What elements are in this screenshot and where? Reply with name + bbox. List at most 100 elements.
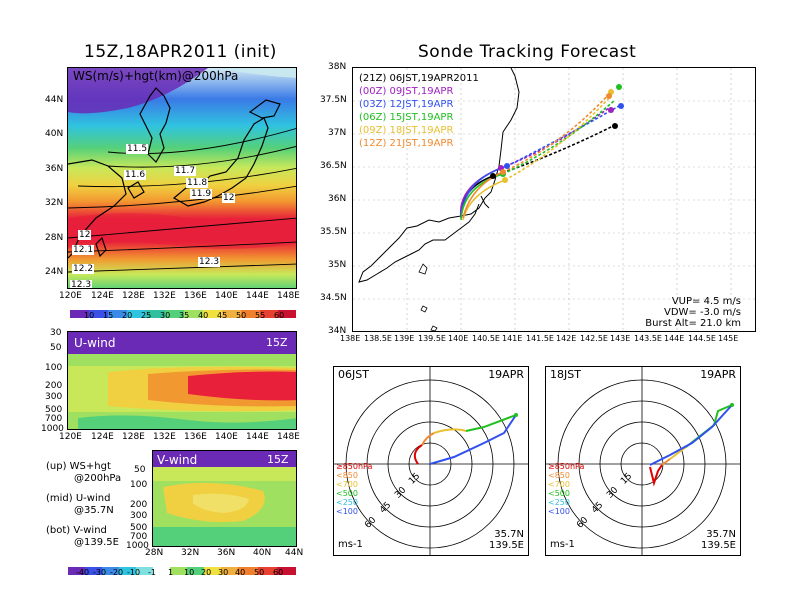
colorbar-label: 40 (198, 311, 209, 320)
pressure-tick: 700 (130, 532, 148, 542)
lon-tick: 140E (215, 432, 238, 442)
hodo-pressure-legend: ≥850hPa <850 <700 <500 <250 <100 (336, 462, 373, 516)
v-wind-label: V-wind (157, 453, 198, 467)
lon-tick: 144.5E (688, 334, 716, 343)
pressure-tick: 300 (130, 511, 148, 521)
ws-map-graphic (68, 68, 296, 288)
lon-tick: 139.5E (418, 334, 446, 343)
pressure-tick: 50 (134, 465, 146, 475)
hodo-pressure-legend: ≥850hPa <850 <700 <500 <250 <100 (548, 462, 585, 516)
lat-tick: 36N (217, 548, 236, 558)
lon-tick: 145E (718, 334, 739, 343)
colorbar-label: -1 (148, 568, 156, 577)
lon-tick: 140E (215, 291, 238, 301)
lon-tick: 132E (153, 291, 176, 301)
lat-tick: 38N (328, 62, 347, 72)
lon-tick: 124E (91, 432, 114, 442)
lon-tick: 148E (277, 432, 300, 442)
pressure-tick: 50 (50, 343, 62, 353)
hodo-unit: ms-1 (338, 539, 363, 550)
lat-tick: 36N (328, 194, 347, 204)
colorbar-label: 50 (254, 568, 265, 577)
lat-tick: 32N (45, 198, 64, 208)
colorbar-label: -40 (76, 568, 90, 577)
contour-label: 12 (222, 193, 236, 203)
colorbar-label: 40 (235, 568, 246, 577)
lon-tick: 142E (556, 334, 577, 343)
colorbar-label: 50 (236, 311, 247, 320)
colorbar-label: -20 (110, 568, 124, 577)
v-wind-graphic (153, 451, 296, 546)
map-title: 15Z,18APR2011 (init) (84, 42, 277, 62)
hodo-time: 06JST (338, 368, 369, 381)
contour-label: 11.6 (124, 170, 147, 180)
lon-tick: 120E (59, 432, 82, 442)
lat-tick: 32N (181, 548, 200, 558)
lon-tick: 142.5E (580, 334, 608, 343)
lon-tick: 143E (610, 334, 631, 343)
sonde-params: VUP= 4.5 m/s VDW= -3.0 m/s Burst Alt= 21… (645, 296, 741, 329)
legend-item: (12Z) 21JST,19APR (359, 138, 454, 149)
note-bot: (bot) V-wind @139.5E (46, 525, 119, 548)
lat-tick: 40N (253, 548, 272, 558)
lat-tick: 37.5N (320, 95, 347, 105)
pressure-tick: 300 (45, 392, 63, 402)
colorbar-label: 30 (218, 568, 229, 577)
pressure-tick: 500 (130, 523, 148, 533)
hodograph-18jst: 18JST 19APR ≥850hPa <850 <700 <500 <250 … (545, 366, 741, 556)
lon-tick: 124E (91, 291, 114, 301)
lat-tick: 28N (45, 233, 64, 243)
ws-colorbar (70, 303, 296, 318)
colorbar-label: 25 (141, 311, 152, 320)
colorbar-label: 35 (179, 311, 190, 320)
lon-tick: 132E (153, 432, 176, 442)
legend-item: (06Z) 15JST,19APR (359, 112, 454, 123)
lon-tick: 140.5E (472, 334, 500, 343)
lon-tick: 143.5E (634, 334, 662, 343)
colorbar-label: 60 (273, 568, 284, 577)
hodo-location: 35.7N 139.5E (701, 529, 736, 551)
hodo-unit: ms-1 (550, 539, 575, 550)
track-map-panel: (21Z) 06JST,19APR2011 (00Z) 09JST,19APR … (352, 67, 756, 332)
note-up: (up) WS+hgt @200hPa (46, 461, 122, 484)
hodo-location: 35.7N 139.5E (489, 529, 524, 551)
colorbar-label: -30 (93, 568, 107, 577)
lon-tick: 136E (184, 291, 207, 301)
pressure-tick: 1000 (41, 424, 64, 434)
hodograph-18jst-graphic (546, 367, 740, 555)
legend-item: (00Z) 09JST,19APR (359, 86, 454, 97)
lat-tick: 36.5N (320, 161, 347, 171)
colorbar-label: 1 (168, 568, 174, 577)
contour-label: 12.3 (70, 280, 93, 289)
lon-tick: 120E (59, 291, 82, 301)
u-wind-graphic (68, 332, 296, 429)
colorbar-label: 10 (184, 568, 195, 577)
colorbar-label: -10 (127, 568, 141, 577)
legend-item: (03Z) 12JST,19APR (359, 99, 454, 110)
hodo-date: 19APR (700, 368, 736, 381)
contour-label: 11.5 (126, 144, 149, 154)
colorbar-label: 20 (122, 311, 133, 320)
lat-tick: 35.5N (320, 227, 347, 237)
lon-tick: 148E (277, 291, 300, 301)
contour-label: 12.2 (72, 264, 95, 274)
track-legend: (21Z) 06JST,19APR2011 (00Z) 09JST,19APR … (359, 72, 479, 150)
lon-tick: 139E (394, 334, 415, 343)
lat-tick: 44N (285, 548, 304, 558)
colorbar-label: 45 (217, 311, 228, 320)
pressure-tick: 200 (45, 381, 63, 391)
lon-tick: 128E (122, 291, 145, 301)
pressure-tick: 700 (45, 414, 63, 424)
pressure-tick: 1000 (126, 541, 149, 551)
v-wind-time: 15Z (267, 453, 289, 466)
lon-tick: 141.5E (526, 334, 554, 343)
track-map-graphic (353, 68, 755, 331)
lat-tick: 28N (145, 548, 164, 558)
contour-label: 12.3 (198, 257, 221, 267)
colorbar-label: 55 (255, 311, 266, 320)
pressure-tick: 30 (50, 328, 62, 338)
u-wind-label: U-wind (74, 336, 116, 350)
lon-tick: 128E (122, 432, 145, 442)
lon-tick: 144E (246, 432, 269, 442)
u-wind-panel: U-wind 15Z (67, 331, 297, 430)
